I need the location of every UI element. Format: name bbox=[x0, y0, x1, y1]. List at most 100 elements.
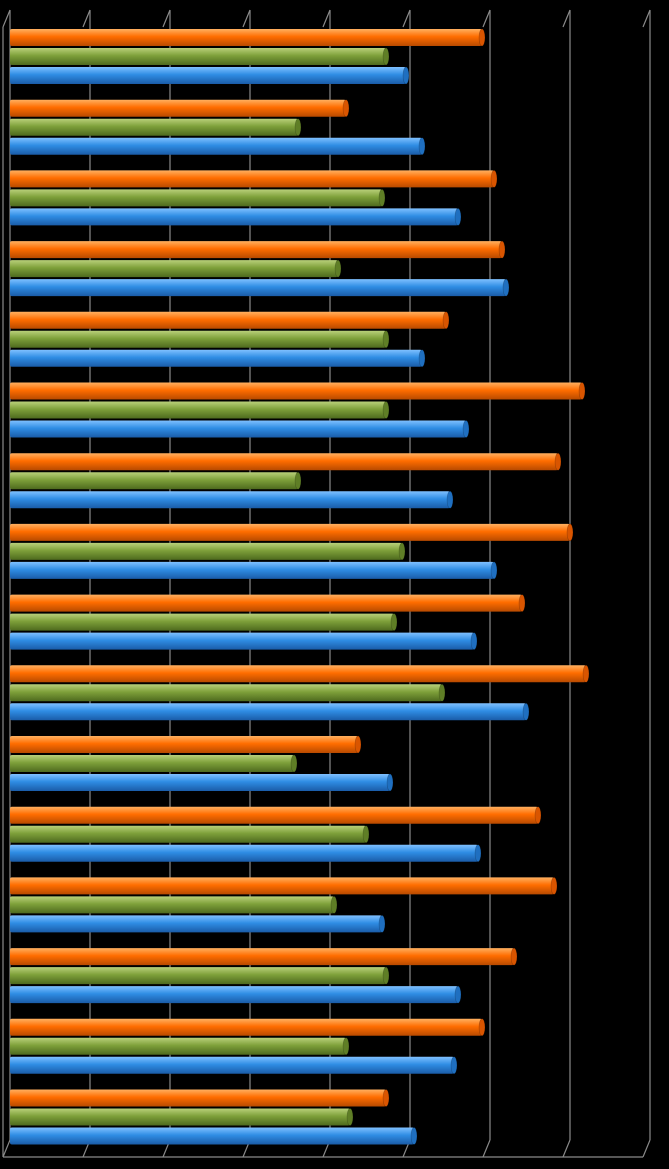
bar-end-cap bbox=[518, 594, 526, 612]
bar-end-cap bbox=[454, 208, 462, 226]
bar-end-cap bbox=[382, 1089, 390, 1107]
bar-end-cap bbox=[294, 471, 302, 490]
bar-end-cap bbox=[378, 189, 386, 207]
bar bbox=[10, 986, 458, 1004]
bar-end-cap bbox=[522, 702, 530, 721]
gridline-top bbox=[562, 9, 571, 28]
bar-end-cap bbox=[410, 1127, 418, 1145]
bar-end-cap bbox=[398, 542, 406, 561]
bar bbox=[10, 632, 474, 650]
category-group bbox=[10, 877, 558, 933]
gridline-top bbox=[82, 9, 91, 28]
category-group bbox=[10, 452, 562, 509]
bar bbox=[10, 1127, 414, 1145]
bar bbox=[10, 948, 514, 966]
bar-end-cap bbox=[342, 1037, 350, 1056]
bar-end-cap bbox=[578, 382, 586, 400]
gridline-floor bbox=[2, 1139, 11, 1158]
bar bbox=[10, 736, 358, 753]
bar bbox=[10, 1108, 350, 1126]
bar bbox=[10, 844, 478, 862]
gridline-floor bbox=[562, 1139, 571, 1158]
bar bbox=[10, 684, 442, 702]
bar bbox=[10, 877, 554, 895]
bar bbox=[10, 1089, 386, 1107]
category-group bbox=[10, 947, 518, 1004]
bar bbox=[10, 491, 450, 509]
category-group bbox=[10, 523, 574, 580]
bar-end-cap bbox=[446, 490, 454, 509]
bar bbox=[10, 99, 346, 117]
bar-end-cap bbox=[382, 47, 390, 66]
bar-end-cap bbox=[450, 1056, 458, 1075]
bar-end-cap bbox=[474, 844, 482, 863]
bar bbox=[10, 594, 522, 612]
bar bbox=[10, 279, 506, 297]
bar bbox=[10, 401, 386, 419]
gridline-top bbox=[2, 9, 11, 28]
bar bbox=[10, 241, 502, 259]
bar-end-cap bbox=[554, 452, 562, 471]
bar bbox=[10, 1037, 346, 1055]
bar-end-cap bbox=[382, 966, 390, 985]
bar-end-cap bbox=[290, 754, 298, 773]
bar bbox=[10, 472, 298, 490]
bar bbox=[10, 118, 298, 136]
bar bbox=[10, 137, 422, 155]
bar bbox=[10, 806, 538, 824]
bar bbox=[10, 915, 382, 933]
bar bbox=[10, 29, 482, 46]
bar bbox=[10, 349, 422, 367]
gridline-top bbox=[402, 9, 411, 28]
bar bbox=[10, 703, 526, 721]
bar bbox=[10, 420, 466, 438]
bar-end-cap bbox=[294, 118, 302, 136]
bar bbox=[10, 382, 582, 400]
bar bbox=[10, 48, 386, 65]
bar-end-cap bbox=[362, 825, 370, 844]
gridline-top bbox=[162, 9, 171, 28]
bar-end-cap bbox=[498, 240, 506, 259]
bar bbox=[10, 665, 586, 683]
bar-end-cap bbox=[442, 311, 450, 330]
category-group bbox=[10, 664, 590, 721]
bar bbox=[10, 67, 406, 84]
category-group bbox=[10, 28, 486, 85]
bar-end-cap bbox=[478, 28, 486, 47]
bar-end-cap bbox=[378, 915, 386, 933]
bar bbox=[10, 755, 294, 772]
bar-end-cap bbox=[462, 420, 470, 438]
bar bbox=[10, 967, 386, 985]
bar-end-cap bbox=[566, 523, 574, 542]
bar-end-cap bbox=[382, 330, 390, 349]
bar-end-cap bbox=[386, 773, 394, 792]
gridline-floor bbox=[482, 1139, 491, 1158]
bar-end-cap bbox=[502, 278, 510, 297]
category-group bbox=[10, 1089, 418, 1145]
bar bbox=[10, 189, 382, 207]
bar-end-cap bbox=[454, 985, 462, 1004]
bar-end-cap bbox=[382, 401, 390, 419]
bar-end-cap bbox=[550, 877, 558, 895]
bar bbox=[10, 774, 390, 791]
category-group bbox=[10, 240, 510, 297]
bar bbox=[10, 453, 558, 471]
bar-end-cap bbox=[490, 170, 498, 188]
bar-end-cap bbox=[534, 806, 542, 825]
bar-end-cap bbox=[346, 1108, 354, 1126]
bar bbox=[10, 896, 334, 914]
category-group bbox=[10, 735, 394, 792]
bar bbox=[10, 311, 446, 329]
category-group bbox=[10, 99, 426, 155]
category-group bbox=[10, 170, 498, 226]
category-group bbox=[10, 382, 586, 438]
bar bbox=[10, 561, 494, 579]
bar bbox=[10, 208, 458, 226]
category-group bbox=[10, 594, 526, 650]
bar bbox=[10, 330, 386, 348]
bar-end-cap bbox=[402, 66, 410, 85]
bar-end-cap bbox=[490, 561, 498, 580]
bar bbox=[10, 1056, 454, 1074]
bar bbox=[10, 523, 570, 541]
